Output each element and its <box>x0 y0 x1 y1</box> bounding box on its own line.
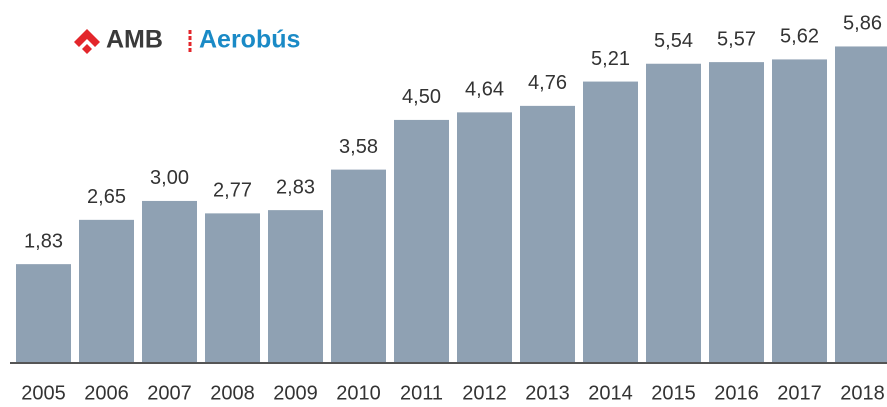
x-tick-label: 2008 <box>210 382 255 404</box>
x-tick-label: 2013 <box>525 382 570 404</box>
value-label: 4,76 <box>528 72 567 94</box>
bar <box>142 200 197 363</box>
bar <box>268 210 323 363</box>
logo-icon <box>82 44 92 54</box>
value-label: 5,21 <box>591 48 630 70</box>
x-tick-label: 2009 <box>273 382 318 404</box>
bar <box>835 46 887 364</box>
bar <box>331 169 386 363</box>
x-tick-label: 2012 <box>462 382 507 404</box>
x-tick-label: 2007 <box>147 382 192 404</box>
logo: AMB Aerobús <box>74 26 300 54</box>
value-label: 4,50 <box>402 86 441 108</box>
bar <box>709 62 764 363</box>
x-tick-label: 2015 <box>651 382 696 404</box>
value-label: 3,58 <box>339 136 378 158</box>
logo-icon <box>74 29 100 47</box>
bar <box>394 119 449 363</box>
x-tick-label: 2017 <box>777 382 822 404</box>
bar <box>79 219 134 363</box>
x-tick-label: 2010 <box>336 382 381 404</box>
bar <box>646 63 701 364</box>
x-tick-label: 2011 <box>400 382 443 404</box>
value-label: 2,83 <box>276 176 315 198</box>
bar <box>520 105 575 363</box>
x-tick-label: 2014 <box>588 382 633 404</box>
bar <box>16 264 71 363</box>
value-label: 2,65 <box>87 186 126 208</box>
bar <box>583 81 638 364</box>
value-label: 1,83 <box>24 230 63 252</box>
value-label: 5,57 <box>717 28 756 50</box>
bar <box>772 59 827 363</box>
value-label: 2,77 <box>213 180 252 202</box>
logo-product: Aerobús <box>199 26 300 54</box>
x-tick-label: 2018 <box>840 382 885 404</box>
logo-brand: AMB <box>106 26 163 54</box>
value-label: 3,00 <box>150 167 189 189</box>
x-tick-label: 2016 <box>714 382 759 404</box>
x-tick-label: 2006 <box>84 382 129 404</box>
bar <box>205 213 260 363</box>
value-label: 4,64 <box>465 79 504 101</box>
x-tick-label: 2005 <box>21 382 66 404</box>
value-label: 5,62 <box>780 26 819 48</box>
value-label: 5,54 <box>654 30 693 52</box>
bar <box>457 112 512 363</box>
value-label: 5,86 <box>843 13 882 35</box>
